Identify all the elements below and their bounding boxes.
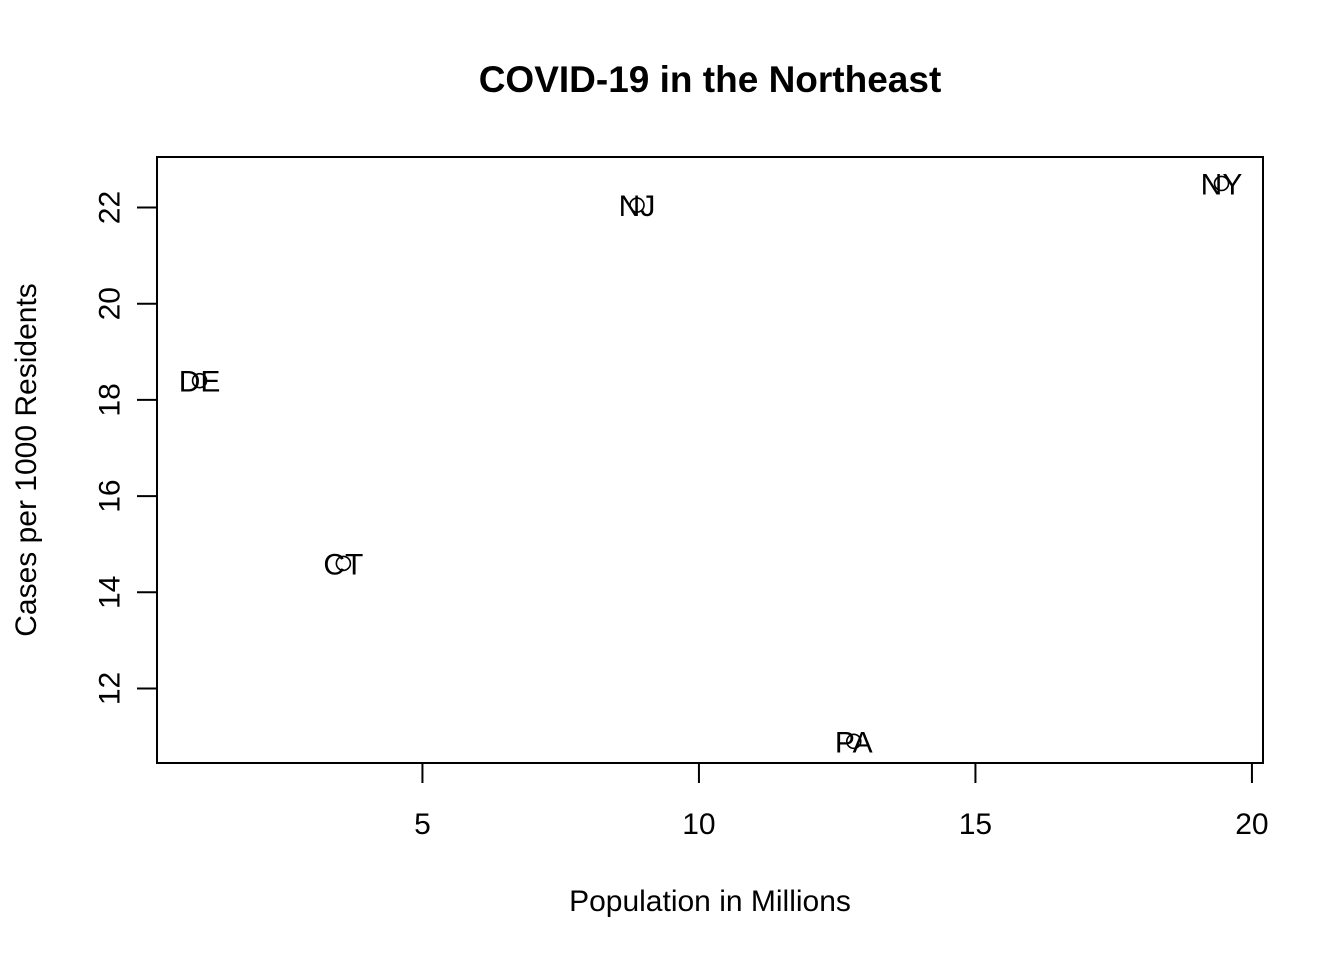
chart-title: COVID-19 in the Northeast [479,59,942,100]
x-tick-label: 20 [1235,808,1268,841]
data-point-marker [335,555,352,572]
y-axis: 12 14 16 18 20 22 [94,191,158,705]
data-point-marker [191,372,208,389]
y-tick-label: 14 [94,576,127,609]
data-point-label: PA [835,726,873,759]
x-tick-label: 5 [414,808,431,841]
data-point-label: NY [1201,168,1243,201]
x-axis: 5 10 15 20 [414,762,1269,841]
data-points: NY NJ DE CT PA [179,168,1243,759]
data-point-marker [629,197,645,213]
data-point-marker [845,733,862,750]
y-tick-label: 18 [94,383,127,416]
y-tick-label: 16 [94,479,127,512]
x-tick-label: 10 [682,808,715,841]
data-point-label: NJ [619,190,656,223]
data-point-label: DE [179,366,221,399]
x-tick-label: 15 [959,808,992,841]
x-axis-label: Population in Millions [569,885,851,918]
plot-area [156,156,1264,764]
y-tick-label: 20 [94,287,127,320]
y-tick-label: 22 [94,191,127,224]
data-point-marker [1213,175,1230,192]
data-point-label: CT [323,548,363,581]
y-axis-label: Cases per 1000 Residents [10,283,43,637]
y-tick-label: 12 [94,672,127,705]
